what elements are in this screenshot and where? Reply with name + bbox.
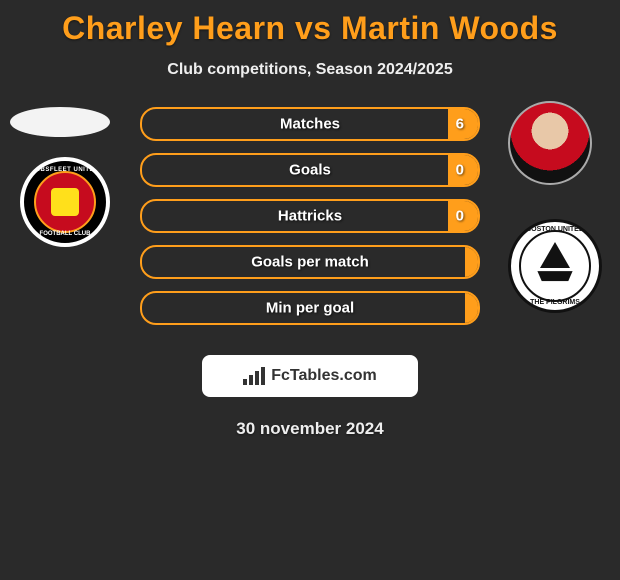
stat-bar-row: Goals per match: [140, 245, 480, 279]
club-left-badge-center: [51, 188, 79, 216]
stat-bar-value-right: 6: [456, 116, 464, 133]
stat-bar-label: Matches: [142, 116, 478, 133]
stat-bar-row: Goals0: [140, 153, 480, 187]
club-left-text-bottom: FOOTBALL CLUB: [24, 231, 106, 237]
stat-bar-row: Matches6: [140, 107, 480, 141]
stat-bar-row: Min per goal: [140, 291, 480, 325]
bar-chart-icon: [243, 367, 265, 385]
stat-bar-label: Goals per match: [142, 254, 478, 271]
stat-bar-label: Hattricks: [142, 208, 478, 225]
player-left-avatar: [10, 107, 110, 137]
club-right-badge: BOSTON UNITED THE PILGRIMS: [508, 219, 602, 313]
player-right-avatar: [508, 101, 592, 185]
stat-bar-value-right: 0: [456, 162, 464, 179]
club-left-badge: EBBSFLEET UNITED FOOTBALL CLUB: [20, 157, 110, 247]
brand-text: FcTables.com: [271, 367, 377, 385]
club-left-badge-inner: [34, 171, 96, 233]
subtitle: Club competitions, Season 2024/2025: [0, 61, 620, 79]
club-right-text-bottom: THE PILGRIMS: [511, 299, 599, 306]
club-left-text-top: EBBSFLEET UNITED: [24, 167, 106, 173]
page-title: Charley Hearn vs Martin Woods: [0, 0, 620, 47]
comparison-stage: EBBSFLEET UNITED FOOTBALL CLUB BOSTON UN…: [0, 107, 620, 367]
stat-bar-value-right: 0: [456, 208, 464, 225]
page-date: 30 november 2024: [0, 419, 620, 439]
stat-bars: Matches6Goals0Hattricks0Goals per matchM…: [140, 107, 480, 337]
stat-bar-label: Min per goal: [142, 300, 478, 317]
stat-bar-label: Goals: [142, 162, 478, 179]
club-right-text-top: BOSTON UNITED: [511, 226, 599, 233]
stat-bar-row: Hattricks0: [140, 199, 480, 233]
